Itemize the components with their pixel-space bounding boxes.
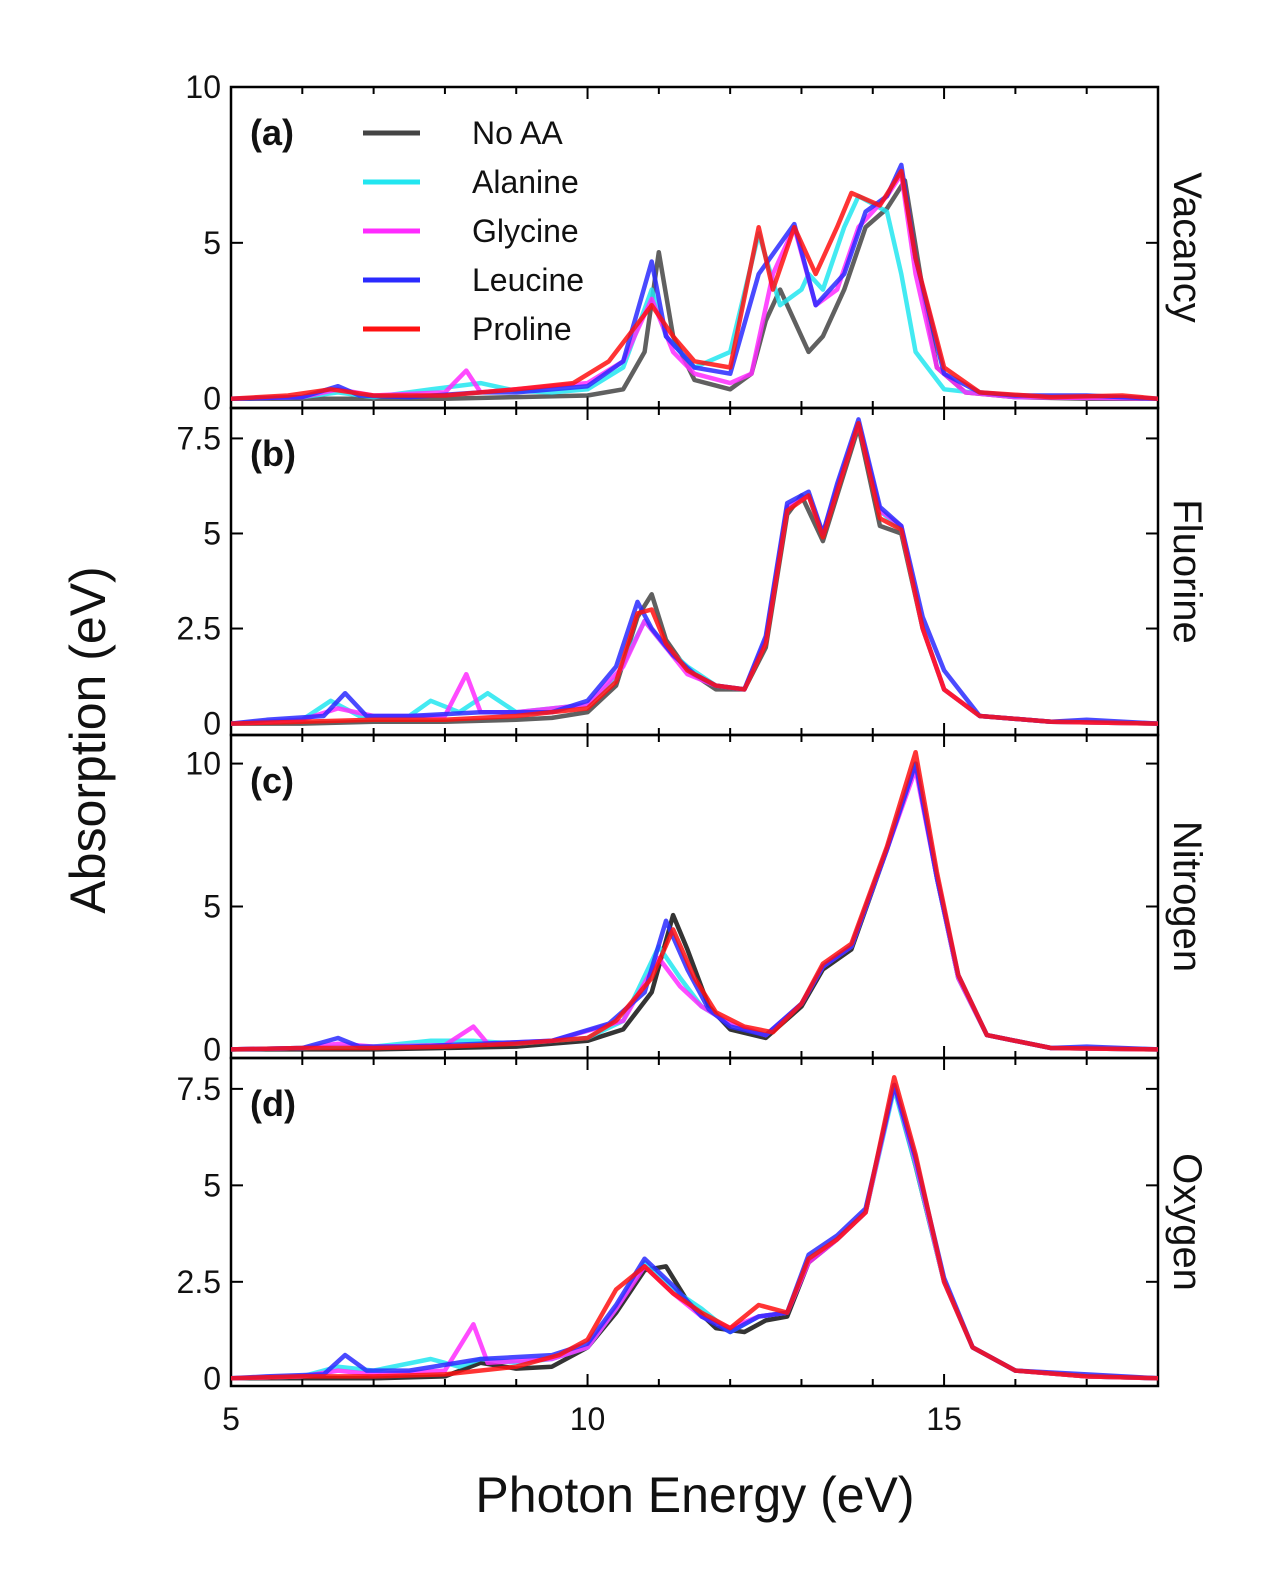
series-line-alanine [231,1086,1158,1381]
y-tick-label: 0 [203,1031,221,1067]
series-line-no-aa [231,1082,1158,1381]
x-tick-label: 5 [222,1401,240,1437]
panel-label: (c) [250,760,294,801]
plot-frame [229,406,1160,737]
legend: No AA Alanine Glycine Leucine Proline [363,115,584,347]
series-line-proline [231,420,1158,726]
y-tick-label: 0 [203,1360,221,1396]
series-line-proline [231,749,1158,1052]
panel-label: (b) [250,433,296,474]
y-tick-label: 10 [185,746,221,782]
legend-label: Alanine [472,164,579,200]
panel-label: (a) [250,112,294,153]
series-line-leucine [231,761,1158,1052]
panel-vacancy: 0 5 10 (a) Vacancy [185,69,1209,417]
series-line-glycine [231,1082,1158,1381]
series-line-proline [231,1075,1158,1381]
series-line-no-aa [231,761,1158,1052]
legend-label: No AA [472,115,563,151]
panel-side-title: Vacancy [1165,172,1209,322]
series-line-glycine [231,767,1158,1052]
panel-side-title: Nitrogen [1165,821,1209,972]
legend-label: Proline [472,311,572,347]
panel-oxygen: 0 2.5 5 7.5 (d) Oxygen 5 10 15 [177,1056,1209,1437]
panel-nitrogen: 0 5 10 (c) Nitrogen [185,733,1209,1067]
y-tick-label: 0 [203,381,221,417]
y-tick-label: 5 [203,515,221,551]
y-tick-label: 0 [203,706,221,742]
panel-side-title: Oxygen [1165,1153,1209,1291]
y-tick-label: 5 [203,225,221,261]
y-tick-label: 2.5 [177,1264,221,1300]
plot-frame [229,733,1160,1060]
x-tick-label: 15 [926,1401,962,1437]
y-tick-label: 2.5 [177,611,221,647]
plot-frame [229,1056,1160,1388]
legend-label: Leucine [472,262,584,298]
series-line-alanine [231,761,1158,1052]
panel-fluorine: 0 2.5 5 7.5 (b) Fluorine [177,406,1209,742]
legend-label: Glycine [472,213,579,249]
y-tick-label: 7.5 [177,1071,221,1107]
y-tick-label: 5 [203,889,221,925]
series-line-proline [231,168,1158,401]
panel-side-title: Fluorine [1165,499,1209,644]
x-tick-label: 10 [570,1401,606,1437]
y-tick-label: 5 [203,1167,221,1203]
y-axis-title: Absorption (eV) [60,566,116,913]
series-line-glycine [231,420,1158,726]
panel-label: (d) [250,1083,296,1124]
series-line-leucine [231,1082,1158,1381]
y-tick-label: 10 [185,69,221,105]
y-tick-label: 7.5 [177,420,221,456]
x-axis-title: Photon Energy (eV) [475,1467,914,1523]
